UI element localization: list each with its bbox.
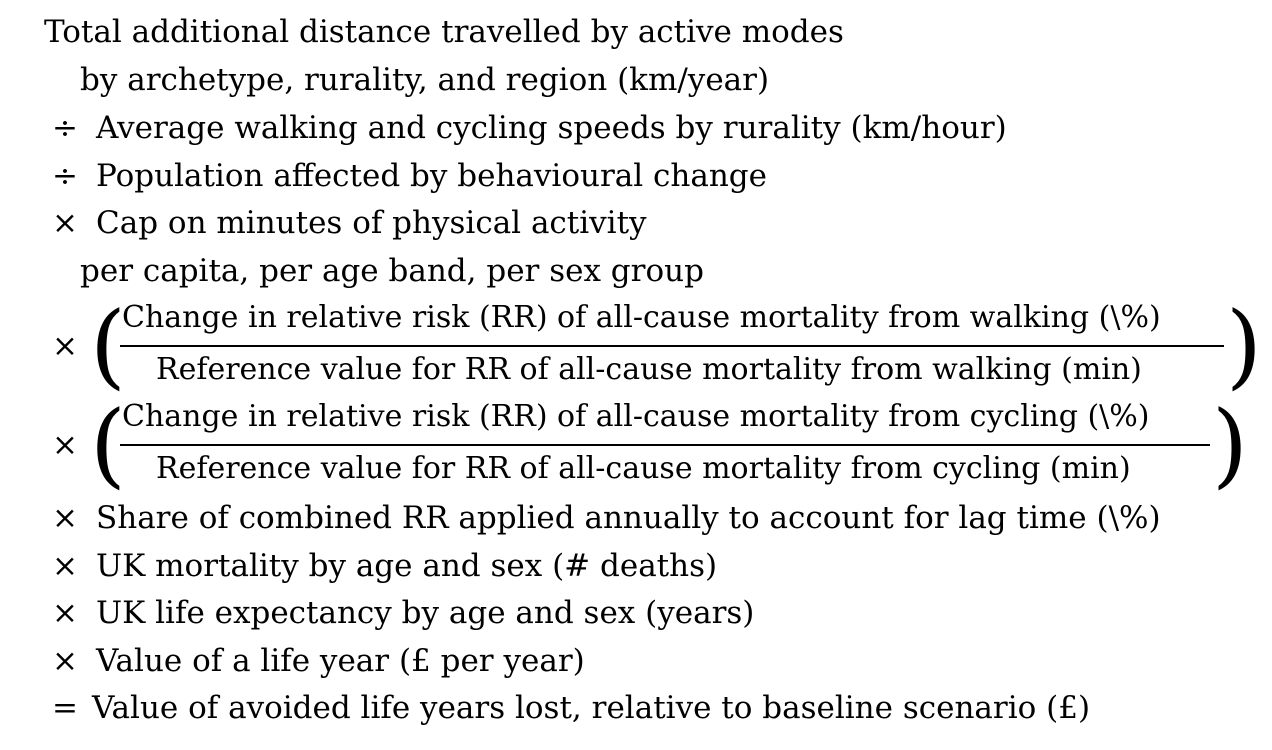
value-life-year-label: Value of a life year (£ per year) <box>96 643 585 679</box>
lag-share-label: Share of combined RR applied annually to… <box>96 500 1161 536</box>
right-paren: ) <box>1212 391 1248 498</box>
right-paren: ) <box>1226 292 1262 399</box>
multiply-operator: × <box>52 328 78 364</box>
fraction-bar <box>120 444 1210 446</box>
multiply-operator: × <box>52 595 78 631</box>
multiply-operator: × <box>52 205 78 241</box>
multiply-operator: × <box>52 548 78 584</box>
left-paren: ( <box>90 292 126 399</box>
multiply-operator: × <box>52 427 78 463</box>
walking-rr-numerator: Change in relative risk (RR) of all-caus… <box>122 300 1161 335</box>
cap-minutes-label: Cap on minutes of physical activity <box>96 205 647 241</box>
divide-operator: ÷ <box>52 158 78 194</box>
uk-mortality-label: UK mortality by age and sex (# deaths) <box>96 548 718 584</box>
life-expectancy-label: UK life expectancy by age and sex (years… <box>96 595 755 631</box>
multiply-operator: × <box>52 643 78 679</box>
result-label: Value of avoided life years lost, relati… <box>92 690 1091 726</box>
population-label: Population affected by behavioural chang… <box>96 158 767 194</box>
equals-operator: = <box>52 690 78 726</box>
total-distance-sublabel: by archetype, rurality, and region (km/y… <box>80 62 770 98</box>
divide-operator: ÷ <box>52 110 78 146</box>
walking-rr-denominator: Reference value for RR of all-cause mort… <box>156 352 1142 387</box>
cycling-rr-denominator: Reference value for RR of all-cause mort… <box>156 451 1131 486</box>
fraction-bar <box>120 345 1224 347</box>
speeds-label: Average walking and cycling speeds by ru… <box>96 110 1007 146</box>
left-paren: ( <box>90 391 126 498</box>
cycling-rr-numerator: Change in relative risk (RR) of all-caus… <box>122 399 1150 434</box>
cap-minutes-sublabel: per capita, per age band, per sex group <box>80 253 704 289</box>
multiply-operator: × <box>52 500 78 536</box>
total-distance-label: Total additional distance travelled by a… <box>44 14 844 50</box>
